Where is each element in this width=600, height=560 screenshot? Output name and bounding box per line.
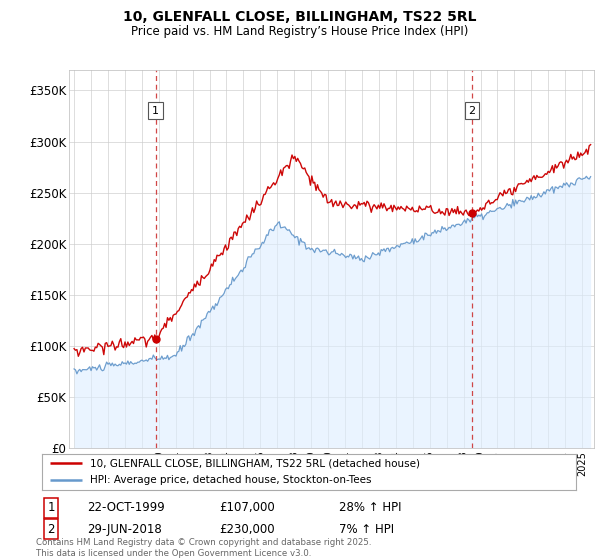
Text: HPI: Average price, detached house, Stockton-on-Tees: HPI: Average price, detached house, Stoc… [90,475,371,485]
Text: 10, GLENFALL CLOSE, BILLINGHAM, TS22 5RL (detached house): 10, GLENFALL CLOSE, BILLINGHAM, TS22 5RL… [90,459,420,468]
Point [151,334,160,343]
Text: 1: 1 [152,106,159,116]
Text: 29-JUN-2018: 29-JUN-2018 [87,522,162,536]
Text: 10, GLENFALL CLOSE, BILLINGHAM, TS22 5RL: 10, GLENFALL CLOSE, BILLINGHAM, TS22 5RL [123,10,477,24]
Text: 2: 2 [47,522,55,536]
Text: £107,000: £107,000 [219,501,275,515]
Text: 1: 1 [47,501,55,515]
Point [467,208,476,217]
Text: Contains HM Land Registry data © Crown copyright and database right 2025.
This d: Contains HM Land Registry data © Crown c… [36,538,371,558]
Text: £230,000: £230,000 [219,522,275,536]
Text: 28% ↑ HPI: 28% ↑ HPI [339,501,401,515]
Text: 2: 2 [469,106,475,116]
Text: Price paid vs. HM Land Registry’s House Price Index (HPI): Price paid vs. HM Land Registry’s House … [131,25,469,38]
Text: 22-OCT-1999: 22-OCT-1999 [87,501,165,515]
Text: 7% ↑ HPI: 7% ↑ HPI [339,522,394,536]
